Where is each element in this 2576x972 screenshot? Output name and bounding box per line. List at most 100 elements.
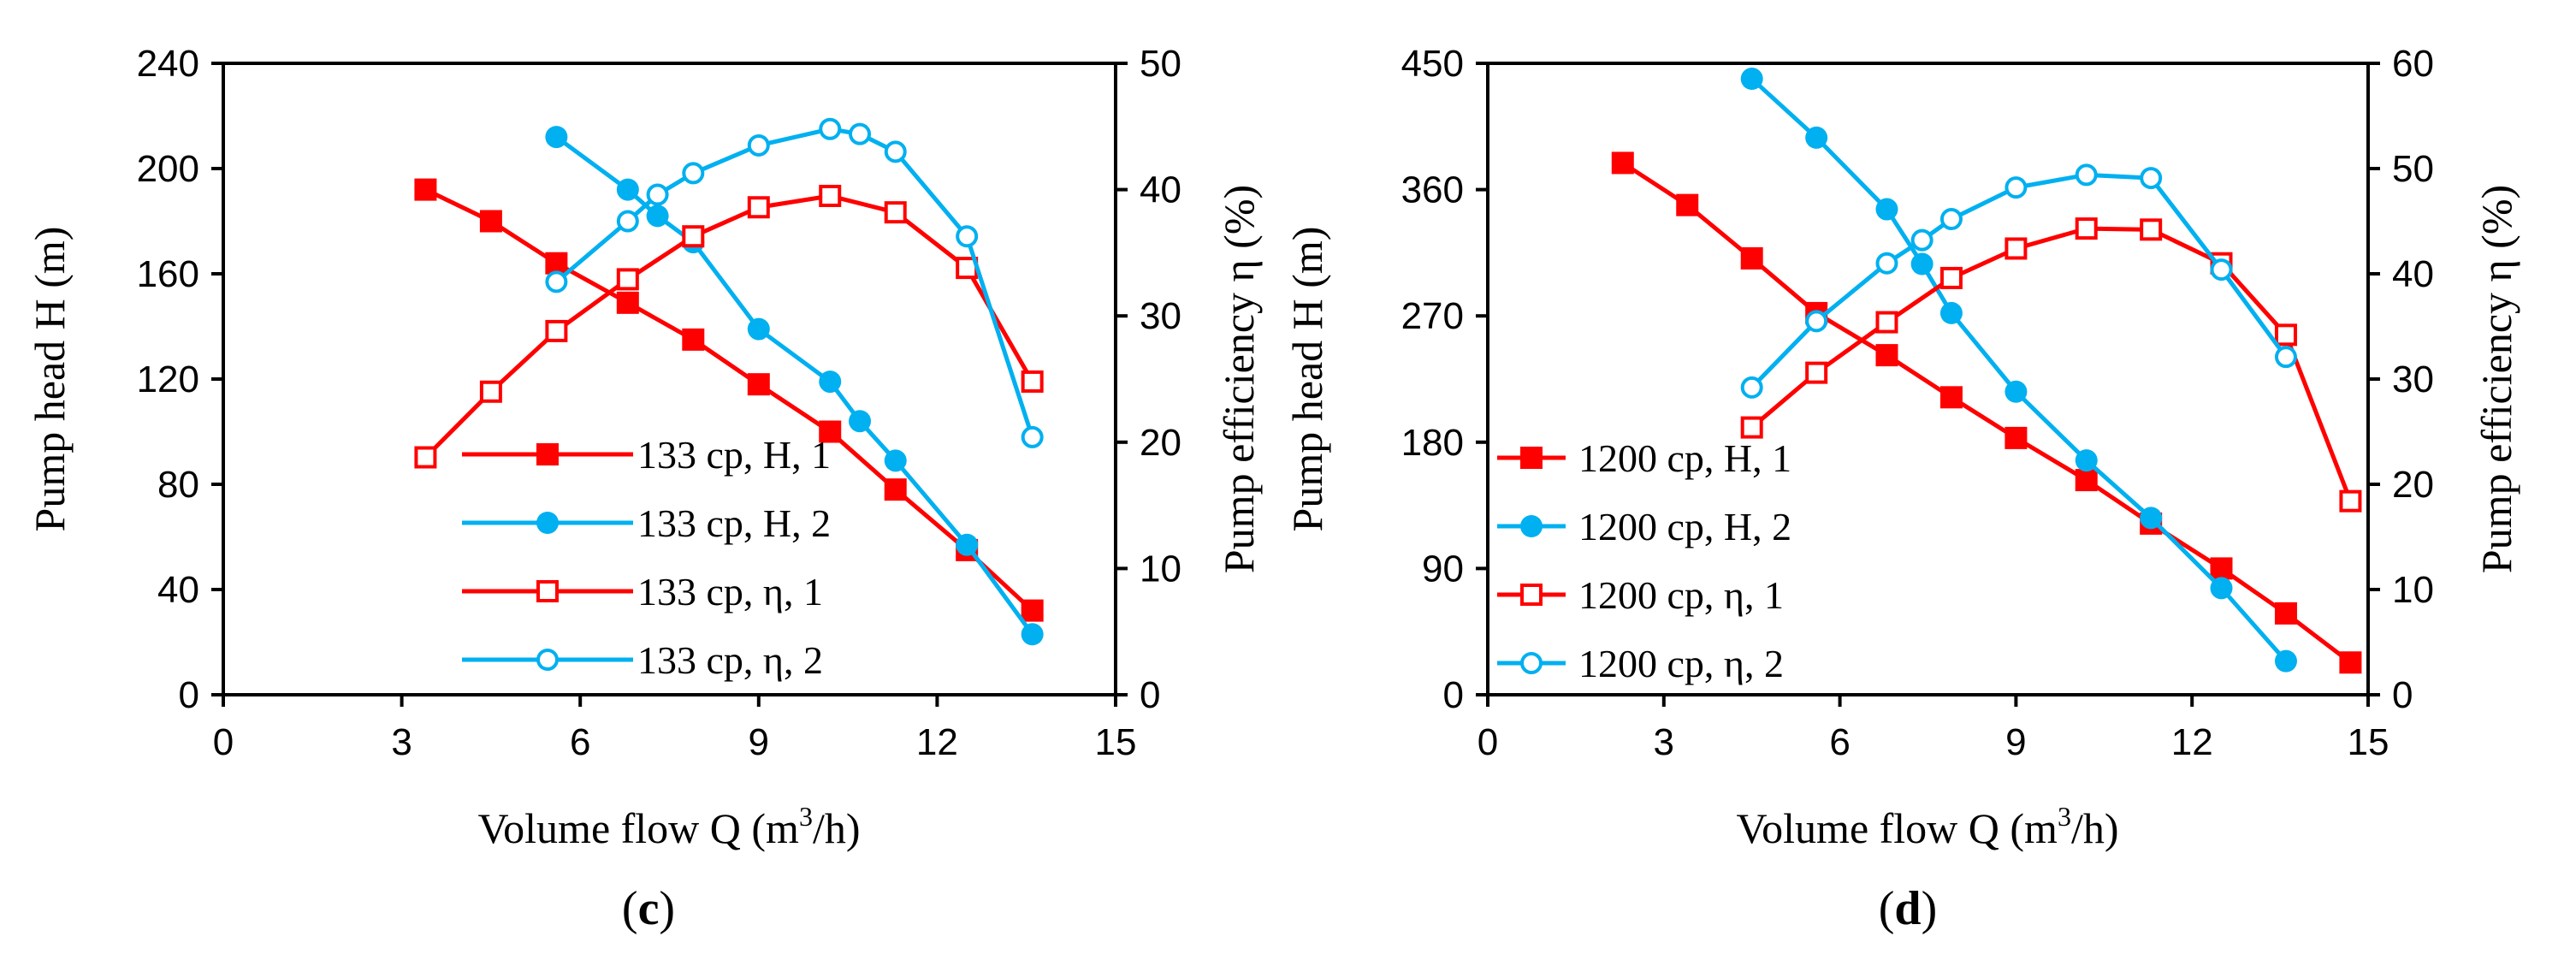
y-tick-label: 270 (1401, 295, 1464, 337)
x-tick-label: 9 (749, 721, 769, 763)
panel-label: (d) (1879, 882, 1937, 935)
series-1 (414, 178, 1044, 622)
data-point (2075, 163, 2098, 187)
x-axis-label-part: Volume flow Q (m (478, 804, 800, 852)
data-point (1740, 68, 1763, 91)
x-axis-label: Volume flow Q (m3/h) (478, 801, 861, 852)
x-tick-label: 6 (570, 721, 590, 763)
legend-entry: 1200 cp, H, 2 (1578, 505, 1791, 548)
series-line (423, 193, 1034, 459)
data-point (646, 204, 669, 228)
series-4 (545, 117, 1044, 448)
y-axis-label: Pump head H (m) (26, 227, 74, 532)
data-point (1676, 193, 1699, 216)
x-tick-label: 12 (2171, 721, 2213, 763)
legend-marker (1520, 515, 1543, 537)
data-point (2274, 346, 2297, 369)
y2-tick-label: 0 (2392, 674, 2413, 716)
panel-label-letter: c (638, 882, 660, 935)
chart-panel-d: 0 3 6 9 12 150901802703604500102030405060Volu… (1283, 43, 2520, 935)
legend-marker (536, 649, 559, 671)
y-tick-label: 0 (1443, 674, 1464, 716)
data-point (1805, 126, 1828, 149)
data-point (747, 373, 770, 396)
y2-tick-label: 60 (2392, 43, 2434, 85)
x-tick-label: 3 (391, 721, 412, 763)
data-point (2339, 489, 2362, 513)
data-point (616, 291, 639, 314)
data-point (747, 133, 770, 157)
legend-entry: 133 cp, η, 2 (637, 638, 823, 682)
data-point (956, 225, 979, 248)
data-point (819, 184, 842, 207)
data-point (1875, 198, 1898, 221)
y-tick-label: 160 (137, 253, 199, 295)
x-tick-label: 3 (1654, 721, 1674, 763)
y2-axis-label: Pump efficiency η (%) (1215, 185, 1263, 573)
data-point (884, 449, 907, 472)
data-point (682, 225, 705, 248)
data-point (1910, 228, 1933, 252)
x-tick-label: 6 (1829, 721, 1850, 763)
data-point (646, 183, 669, 206)
y-axis-label: Pump head H (m) (1283, 227, 1331, 532)
series-3 (1740, 217, 2362, 513)
y2-tick-label: 30 (2392, 359, 2434, 400)
y-tick-label: 450 (1401, 43, 1464, 85)
legend-entry: 1200 cp, η, 1 (1578, 573, 1784, 617)
panel-label-paren: ) (659, 882, 675, 935)
data-point (849, 410, 872, 433)
data-point (616, 268, 639, 291)
data-point (1611, 151, 1634, 175)
legend-entry: 133 cp, H, 1 (637, 433, 831, 477)
y2-tick-label: 50 (2392, 148, 2434, 190)
data-point (2075, 217, 2098, 240)
series-line (424, 187, 1034, 613)
y2-tick-label: 10 (2392, 569, 2434, 611)
data-point (2274, 323, 2297, 347)
x-tick-label: 0 (1477, 721, 1498, 763)
legend-entry: 1200 cp, H, 1 (1578, 436, 1791, 480)
data-point (479, 380, 502, 403)
data-point (2140, 218, 2163, 241)
y-tick-label: 240 (137, 43, 199, 85)
y2-tick-label: 40 (2392, 253, 2434, 295)
data-point (2140, 507, 2163, 530)
data-point (545, 270, 568, 293)
legend-marker (536, 443, 559, 465)
panel-label-letter: d (1894, 882, 1921, 935)
data-point (2075, 449, 2098, 472)
data-point (956, 533, 979, 556)
data-point (545, 319, 568, 342)
legend-marker (1520, 652, 1543, 674)
y2-tick-label: 10 (1140, 548, 1181, 590)
series-2 (545, 126, 1044, 646)
legend-entry: 133 cp, η, 1 (637, 570, 823, 613)
x-tick-label: 15 (1095, 721, 1137, 763)
data-point (2210, 557, 2233, 580)
data-point (1875, 252, 1898, 275)
series-2 (1740, 68, 2297, 673)
data-point (545, 126, 568, 149)
y2-axis-label: Pump efficiency η (%) (2472, 185, 2520, 573)
data-point (2005, 426, 2028, 449)
y2-tick-label: 40 (1140, 169, 1181, 211)
series-line (554, 135, 1034, 636)
panel-label-paren: ( (1879, 882, 1895, 935)
y-tick-label: 360 (1401, 169, 1464, 211)
data-point (747, 196, 770, 219)
data-point (2075, 469, 2098, 492)
legend-marker (1520, 447, 1543, 469)
data-point (616, 210, 639, 233)
data-point (2274, 602, 2297, 625)
data-point (884, 478, 907, 501)
legend-marker (536, 512, 559, 534)
data-point (682, 162, 705, 185)
y2-tick-label: 0 (1140, 674, 1160, 716)
data-point (1805, 310, 1828, 333)
data-point (1875, 311, 1898, 334)
y-tick-label: 120 (137, 359, 199, 400)
x-tick-label: 0 (213, 721, 234, 763)
data-point (682, 328, 705, 351)
data-point (479, 210, 502, 233)
